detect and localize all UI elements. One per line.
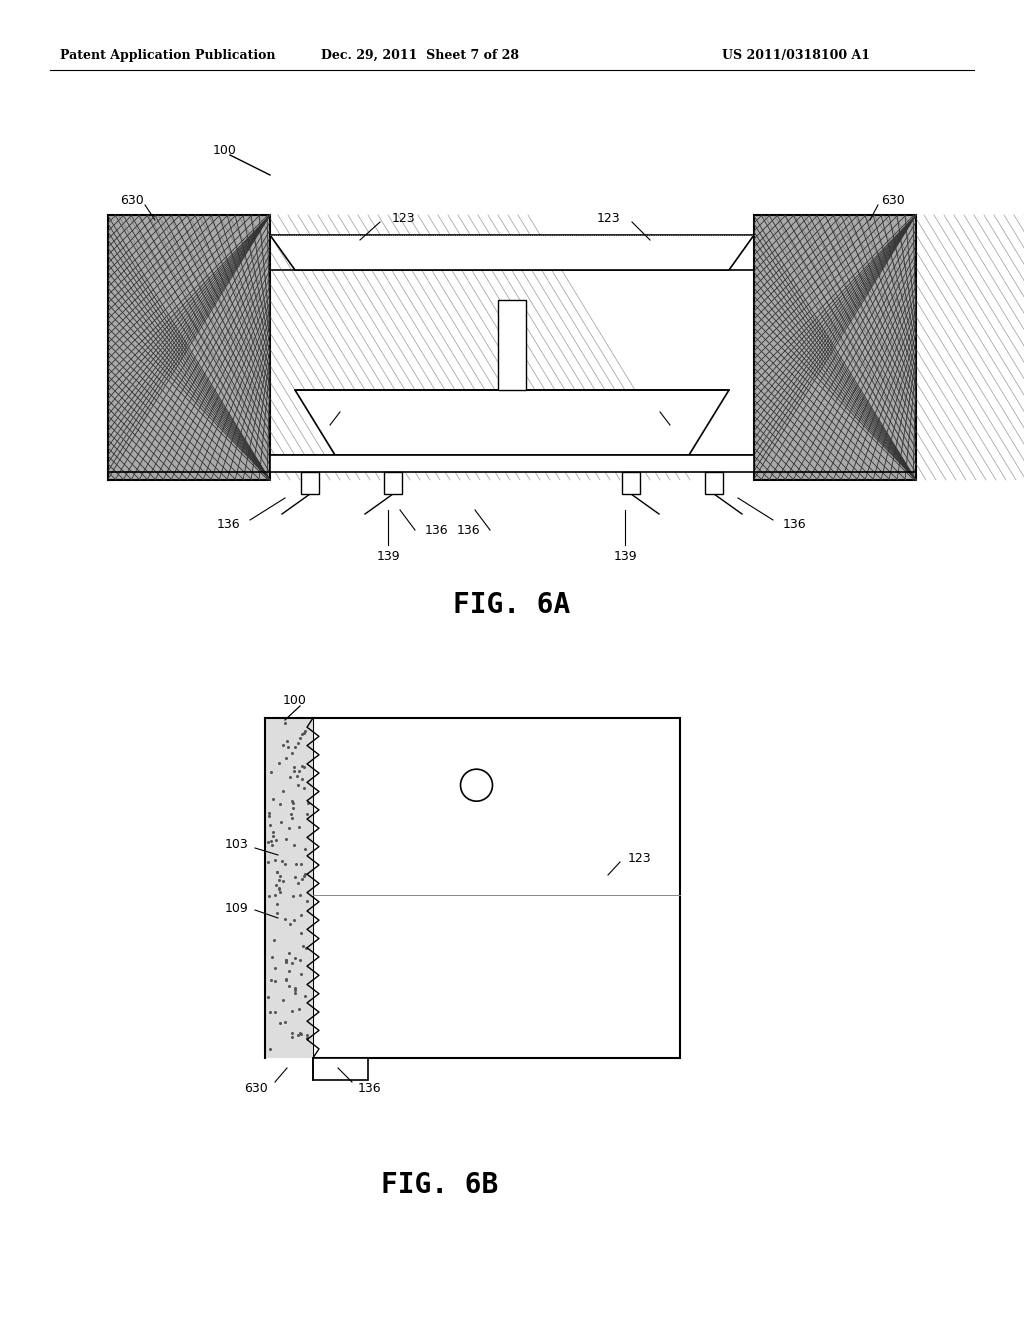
Text: 136: 136 xyxy=(216,517,240,531)
Bar xyxy=(270,455,754,473)
Text: 103: 103 xyxy=(224,838,248,851)
Text: 136: 136 xyxy=(783,517,807,531)
Text: 109: 109 xyxy=(224,902,248,915)
Text: 129: 129 xyxy=(625,401,648,414)
Text: 129: 129 xyxy=(352,401,376,414)
Text: 630: 630 xyxy=(120,194,144,206)
Bar xyxy=(622,473,640,494)
Bar xyxy=(498,300,526,389)
Bar xyxy=(265,718,313,1059)
Text: Patent Application Publication: Patent Application Publication xyxy=(60,49,275,62)
Polygon shape xyxy=(270,235,754,271)
Text: 139: 139 xyxy=(376,550,399,564)
Text: 630: 630 xyxy=(881,194,905,206)
Circle shape xyxy=(461,770,493,801)
Text: 136: 136 xyxy=(457,524,480,536)
Text: 100: 100 xyxy=(283,693,307,706)
Bar xyxy=(108,215,270,480)
Bar xyxy=(313,1059,368,1080)
Text: 100: 100 xyxy=(213,144,237,157)
Text: 123: 123 xyxy=(628,851,651,865)
Bar xyxy=(754,215,916,480)
Text: 123: 123 xyxy=(596,211,620,224)
Bar xyxy=(705,473,723,494)
Text: US 2011/0318100 A1: US 2011/0318100 A1 xyxy=(722,49,870,62)
Text: 136: 136 xyxy=(358,1081,382,1094)
Text: 139: 139 xyxy=(613,550,637,564)
Bar xyxy=(301,473,319,494)
Text: FIG. 6A: FIG. 6A xyxy=(454,591,570,619)
Text: 136: 136 xyxy=(425,524,449,536)
Bar xyxy=(313,718,680,1059)
Text: Dec. 29, 2011  Sheet 7 of 28: Dec. 29, 2011 Sheet 7 of 28 xyxy=(321,49,519,62)
Bar xyxy=(270,271,754,455)
Bar xyxy=(384,473,402,494)
Text: 123: 123 xyxy=(392,211,416,224)
Text: FIG. 6B: FIG. 6B xyxy=(381,1171,499,1199)
Polygon shape xyxy=(295,389,729,455)
Text: 630: 630 xyxy=(245,1081,268,1094)
